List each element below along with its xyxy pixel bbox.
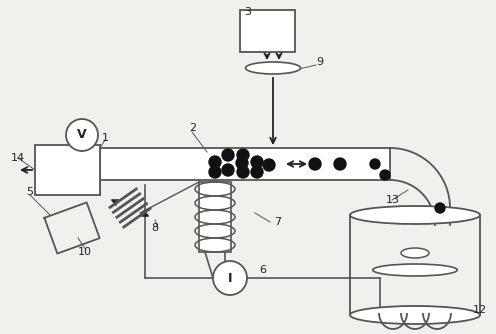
Circle shape xyxy=(309,158,321,170)
Ellipse shape xyxy=(401,248,429,258)
Circle shape xyxy=(66,119,98,151)
Text: V: V xyxy=(77,129,87,142)
Bar xyxy=(35,145,100,195)
Text: 9: 9 xyxy=(316,57,323,67)
Text: 13: 13 xyxy=(386,195,400,205)
Text: I: I xyxy=(228,272,232,285)
Ellipse shape xyxy=(246,62,301,74)
Circle shape xyxy=(209,156,221,168)
Circle shape xyxy=(251,166,263,178)
Text: 14: 14 xyxy=(11,153,25,163)
Circle shape xyxy=(236,157,248,169)
Ellipse shape xyxy=(350,206,480,224)
Bar xyxy=(199,182,231,252)
Text: 5: 5 xyxy=(26,187,34,197)
Text: 2: 2 xyxy=(189,123,196,133)
Circle shape xyxy=(237,166,249,178)
Ellipse shape xyxy=(350,306,480,324)
Text: 10: 10 xyxy=(78,247,92,257)
Circle shape xyxy=(237,149,249,161)
Text: 1: 1 xyxy=(102,133,109,143)
Text: 3: 3 xyxy=(245,7,251,17)
Circle shape xyxy=(213,261,247,295)
Circle shape xyxy=(370,159,380,169)
Circle shape xyxy=(263,159,275,171)
Circle shape xyxy=(334,158,346,170)
Text: 12: 12 xyxy=(473,305,487,315)
Ellipse shape xyxy=(373,264,457,276)
Bar xyxy=(100,148,390,180)
Circle shape xyxy=(251,156,263,168)
Text: 7: 7 xyxy=(274,217,282,227)
Circle shape xyxy=(222,164,234,176)
Bar xyxy=(240,10,295,52)
Circle shape xyxy=(380,170,390,180)
Circle shape xyxy=(435,203,445,213)
Text: 6: 6 xyxy=(259,265,266,275)
Text: 8: 8 xyxy=(151,223,159,233)
Circle shape xyxy=(209,166,221,178)
Circle shape xyxy=(222,149,234,161)
